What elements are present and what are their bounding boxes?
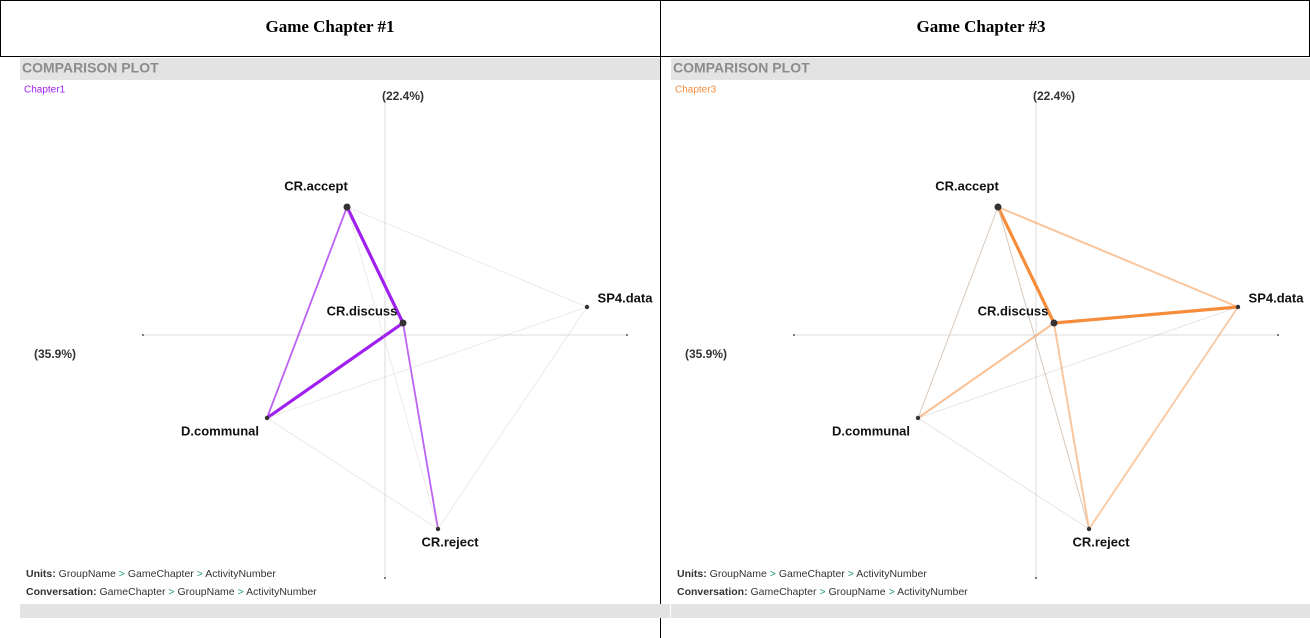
axis-end xyxy=(793,334,795,336)
edge xyxy=(917,206,999,419)
axis-end xyxy=(384,577,386,579)
sep: > xyxy=(119,568,125,580)
sep: > xyxy=(197,568,203,580)
edge xyxy=(1053,305,1239,325)
footer-bar xyxy=(20,604,670,618)
plot-title-bar xyxy=(671,58,1310,80)
y-axis-label: (22.4%) xyxy=(1033,89,1075,103)
foot-item: ActivityNumber xyxy=(246,586,317,598)
foot-item: ActivityNumber xyxy=(897,586,968,598)
edge xyxy=(997,206,1090,530)
foot-item: GameChapter xyxy=(100,586,166,598)
node xyxy=(1050,319,1058,327)
foot-item: GameChapter xyxy=(128,568,194,580)
foot-item: ActivityNumber xyxy=(856,568,927,580)
sep: > xyxy=(819,586,825,598)
sep: > xyxy=(168,586,174,598)
footer-line: Conversation: GameChapter > GroupName > … xyxy=(677,586,968,598)
sep: > xyxy=(889,586,895,598)
x-axis-label: (35.9%) xyxy=(34,347,76,361)
plot-title: COMPARISON PLOT xyxy=(22,60,159,76)
sep: > xyxy=(770,568,776,580)
foot-item: GameChapter xyxy=(751,586,817,598)
node xyxy=(399,319,407,327)
foot-item: GameChapter xyxy=(779,568,845,580)
foot-key: Units: xyxy=(26,568,56,580)
node xyxy=(1086,526,1092,532)
footer-line: Units: GroupName > GameChapter > Activit… xyxy=(677,568,927,580)
node xyxy=(264,415,270,421)
footer-line: Units: GroupName > GameChapter > Activit… xyxy=(26,568,276,580)
plot-title: COMPARISON PLOT xyxy=(673,60,810,76)
foot-key: Conversation: xyxy=(26,586,97,598)
foot-item: ActivityNumber xyxy=(205,568,276,580)
edge xyxy=(997,206,1239,308)
edge xyxy=(917,306,1239,419)
sep: > xyxy=(848,568,854,580)
panel-title: Game Chapter #3 xyxy=(916,17,1045,36)
edge xyxy=(345,206,405,324)
y-axis-label: (22.4%) xyxy=(382,89,424,103)
node-label: CR.accept xyxy=(284,178,348,193)
plot-title-bar xyxy=(20,58,660,80)
footer-line: Conversation: GameChapter > GroupName > … xyxy=(26,586,317,598)
node-label: CR.accept xyxy=(935,178,999,193)
edge xyxy=(1088,306,1239,530)
legend-label: Chapter1 xyxy=(24,85,66,96)
node xyxy=(343,203,351,211)
node-label: D.communal xyxy=(181,423,259,438)
foot-key: Conversation: xyxy=(677,586,748,598)
node-label: D.communal xyxy=(832,423,910,438)
edge xyxy=(346,206,588,308)
node xyxy=(1235,304,1241,310)
edge xyxy=(266,321,404,420)
axis-end xyxy=(626,334,628,336)
header-border xyxy=(0,0,1310,57)
node-label: SP4.data xyxy=(598,290,654,305)
node-label: SP4.data xyxy=(1249,290,1305,305)
node xyxy=(915,415,921,421)
edge xyxy=(266,306,588,419)
axis-end xyxy=(142,334,144,336)
footer-bar xyxy=(671,604,1310,618)
panel: Game Chapter #1 COMPARISON PLOT Chapter1 (2… xyxy=(20,17,670,618)
edge xyxy=(402,322,439,530)
axis-end xyxy=(1035,577,1037,579)
edge xyxy=(1053,322,1090,530)
legend-label: Chapter3 xyxy=(675,85,717,96)
foot-item: GroupName xyxy=(710,568,767,580)
node xyxy=(994,203,1002,211)
edge xyxy=(266,206,348,419)
edge xyxy=(917,322,1055,419)
edge xyxy=(266,417,439,530)
node xyxy=(584,304,590,310)
edge xyxy=(917,417,1090,530)
x-axis-label: (35.9%) xyxy=(685,347,727,361)
foot-item: GroupName xyxy=(177,586,234,598)
foot-item: GroupName xyxy=(59,568,116,580)
foot-key: Units: xyxy=(677,568,707,580)
node-label: CR.discuss xyxy=(978,303,1049,318)
node-label: CR.reject xyxy=(421,534,479,549)
node-label: CR.reject xyxy=(1072,534,1130,549)
axis-end xyxy=(1277,334,1279,336)
edge xyxy=(996,206,1056,324)
node-label: CR.discuss xyxy=(327,303,398,318)
edge xyxy=(346,206,439,530)
edge xyxy=(437,306,588,530)
node xyxy=(435,526,441,532)
foot-item: GroupName xyxy=(828,586,885,598)
panel: Game Chapter #3 COMPARISON PLOT Chapter3 (2… xyxy=(671,17,1310,618)
sep: > xyxy=(238,586,244,598)
panel-title: Game Chapter #1 xyxy=(265,17,394,36)
